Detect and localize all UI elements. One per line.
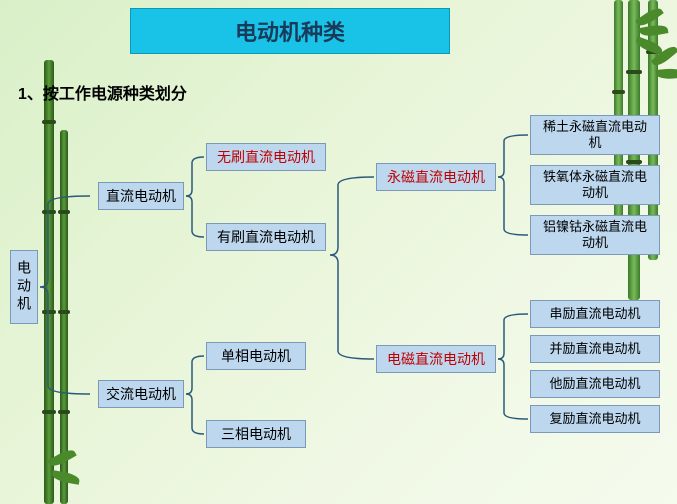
bamboo-stalk	[60, 130, 68, 504]
node-ferrite: 铁氧体永磁直流电动机	[530, 165, 660, 205]
node-shunt: 并励直流电动机	[530, 335, 660, 363]
node-single: 单相电动机	[206, 342, 306, 370]
node-alnico: 铝镍钴永磁直流电动机	[530, 215, 660, 255]
bamboo-leaf	[656, 68, 677, 80]
node-bldc: 无刷直流电动机	[206, 143, 326, 171]
section-heading: 1、按工作电源种类划分	[18, 80, 187, 104]
bamboo-leaf	[51, 470, 80, 485]
node-root: 电动机	[10, 250, 38, 324]
node-rare: 稀土永磁直流电动机	[530, 115, 660, 155]
title-banner: 电动机种类	[130, 8, 450, 54]
node-sep: 他励直流电动机	[530, 370, 660, 398]
node-ac: 交流电动机	[98, 380, 184, 408]
node-comp: 复励直流电动机	[530, 405, 660, 433]
bamboo-stalk	[44, 60, 54, 504]
node-pm: 永磁直流电动机	[376, 163, 496, 191]
node-three: 三相电动机	[206, 420, 306, 448]
node-series: 串励直流电动机	[530, 300, 660, 328]
node-dc: 直流电动机	[98, 182, 184, 210]
node-em: 电磁直流电动机	[376, 345, 496, 373]
node-brush: 有刷直流电动机	[206, 223, 326, 251]
